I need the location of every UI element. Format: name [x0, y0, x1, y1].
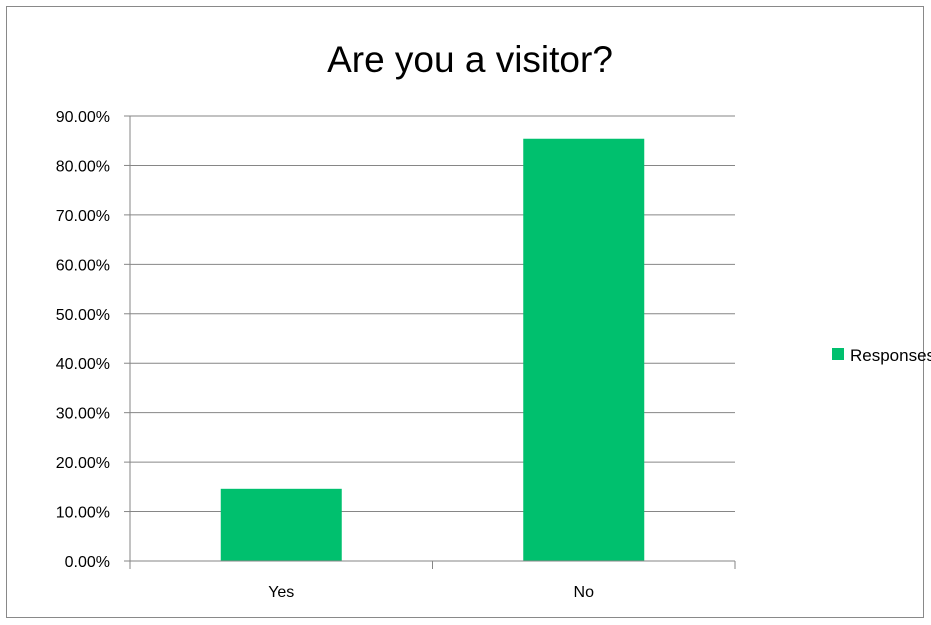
x-tick-label: No — [574, 584, 595, 601]
y-tick-label: 10.00% — [56, 505, 110, 522]
y-tick-label: 50.00% — [56, 307, 110, 324]
bars — [220, 138, 645, 561]
chart-title: Are you a visitor? — [327, 39, 613, 80]
legend: Responses — [832, 346, 931, 365]
y-tick-label: 20.00% — [56, 455, 110, 472]
legend-label: Responses — [850, 346, 931, 365]
x-tick-label: Yes — [268, 584, 294, 601]
axes — [129, 116, 736, 569]
bar-no — [523, 138, 645, 561]
chart-frame — [6, 6, 924, 618]
y-tick-label: 40.00% — [56, 356, 110, 373]
bar-yes — [220, 488, 342, 561]
y-tick-label: 70.00% — [56, 208, 110, 225]
y-tick-label: 90.00% — [56, 109, 110, 126]
y-tick-label: 80.00% — [56, 158, 110, 175]
y-tick-label: 60.00% — [56, 257, 110, 274]
legend-swatch — [832, 348, 844, 360]
y-tick-label: 0.00% — [65, 554, 110, 571]
y-tick-label: 30.00% — [56, 406, 110, 423]
y-axis-tick-labels: 0.00% 10.00% 20.00% 30.00% 40.00% 50.00% 60.00… — [56, 109, 110, 571]
x-axis-tick-labels: Yes No — [268, 584, 594, 601]
